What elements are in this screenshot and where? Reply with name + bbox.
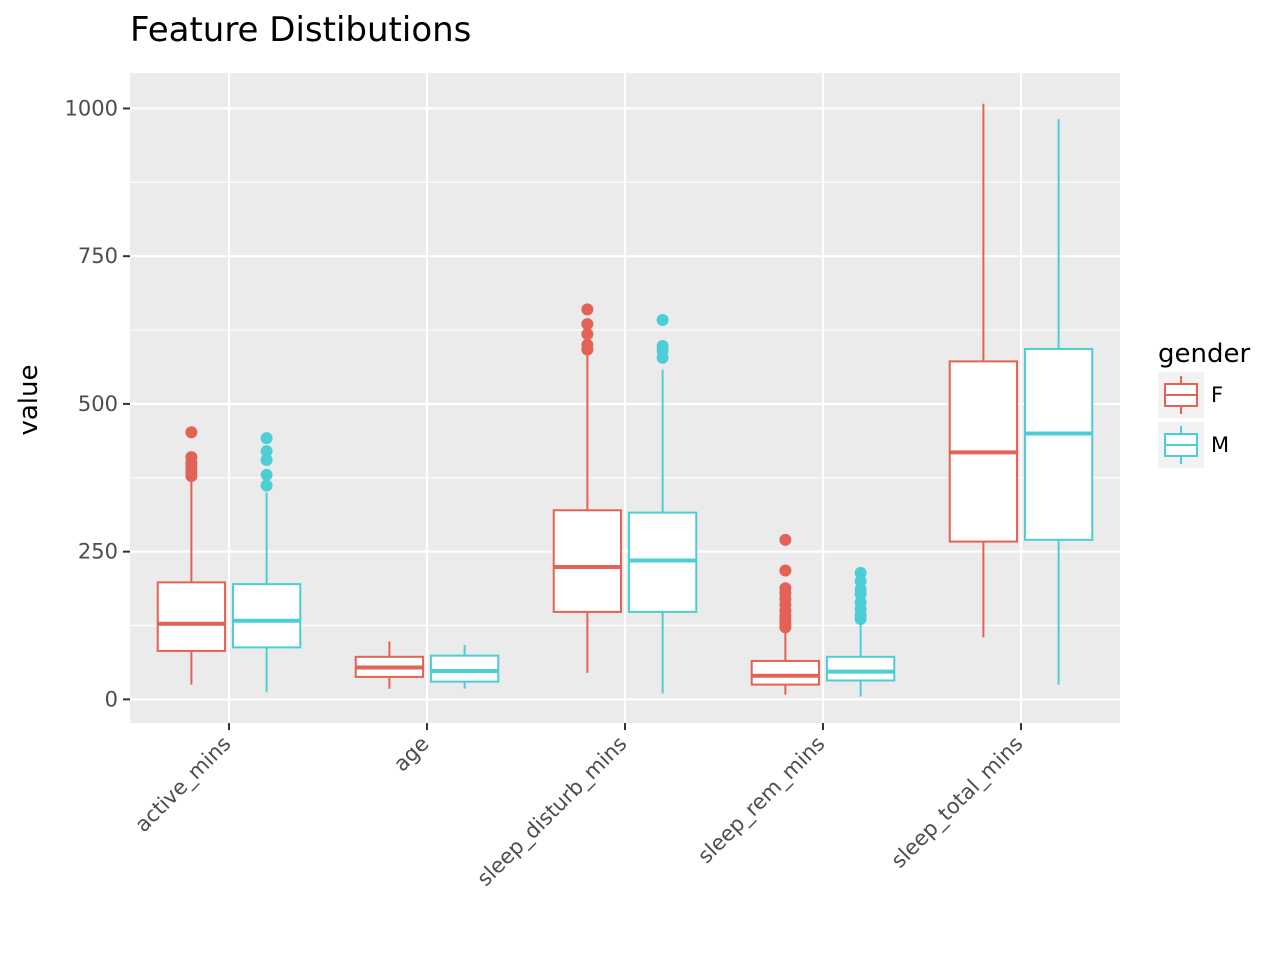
outlier-point (260, 432, 273, 445)
box-M-sleep_disturb_mins (627, 314, 698, 694)
outlier-point (185, 451, 198, 464)
box-F-sleep_rem_mins (750, 533, 821, 695)
outlier-point (260, 479, 273, 492)
outlier-point (779, 533, 792, 546)
x-tick-label: sleep_total_mins (886, 732, 1028, 874)
outlier-point (581, 328, 594, 341)
outlier-point (260, 468, 273, 481)
x-axis: active_mins age sleep_disturb_mins sleep_re… (130, 723, 1028, 891)
box-M-sleep_rem_mins (825, 566, 896, 697)
outlier-point (260, 445, 273, 458)
box-iqr (231, 583, 302, 649)
outlier-point (581, 318, 594, 331)
outlier-point (854, 566, 867, 579)
outlier-point (854, 596, 867, 609)
outlier-point (581, 338, 594, 351)
y-tick-label: 250 (78, 540, 118, 564)
box-F-age (354, 641, 425, 689)
y-axis-title: value (14, 364, 44, 435)
x-tick-label: age (389, 732, 434, 777)
box-M-sleep_total_mins (1023, 119, 1094, 685)
box-iqr (825, 655, 896, 682)
outlier-point (779, 564, 792, 577)
outlier-point (854, 583, 867, 596)
y-tick-label: 1000 (65, 96, 118, 120)
box-layer (156, 103, 1094, 697)
outlier-point (779, 582, 792, 595)
box-M-age (429, 645, 500, 689)
x-tick-label: sleep_disturb_mins (472, 732, 632, 892)
y-tick-label: 500 (78, 392, 118, 416)
box-iqr (552, 509, 623, 613)
outlier-point (185, 426, 198, 439)
legend: gender F M (1158, 339, 1250, 468)
outlier-point (260, 454, 273, 467)
x-tick-label: active_mins (130, 732, 236, 838)
outlier-point (656, 340, 669, 352)
y-tick-label: 750 (78, 244, 118, 268)
outlier-point (581, 303, 594, 316)
legend-label: F (1211, 383, 1223, 407)
y-axis: 0 250 500 750 1000 (65, 96, 130, 711)
outlier-point (854, 575, 867, 588)
outlier-point (656, 314, 669, 326)
box-F-sleep_total_mins (948, 103, 1019, 638)
box-F-active_mins (156, 426, 227, 685)
legend-label: M (1211, 433, 1229, 457)
box-iqr (1023, 347, 1094, 541)
chart-title: Feature Distibutions (130, 10, 471, 50)
box-M-active_mins (231, 432, 302, 693)
box-F-sleep_disturb_mins (552, 303, 623, 673)
legend-title: gender (1158, 339, 1250, 369)
box-iqr (156, 581, 227, 652)
box-iqr (750, 659, 821, 686)
y-tick-label: 0 (105, 687, 118, 711)
box-iqr (429, 654, 500, 683)
x-tick-label: sleep_rem_mins (693, 732, 830, 869)
